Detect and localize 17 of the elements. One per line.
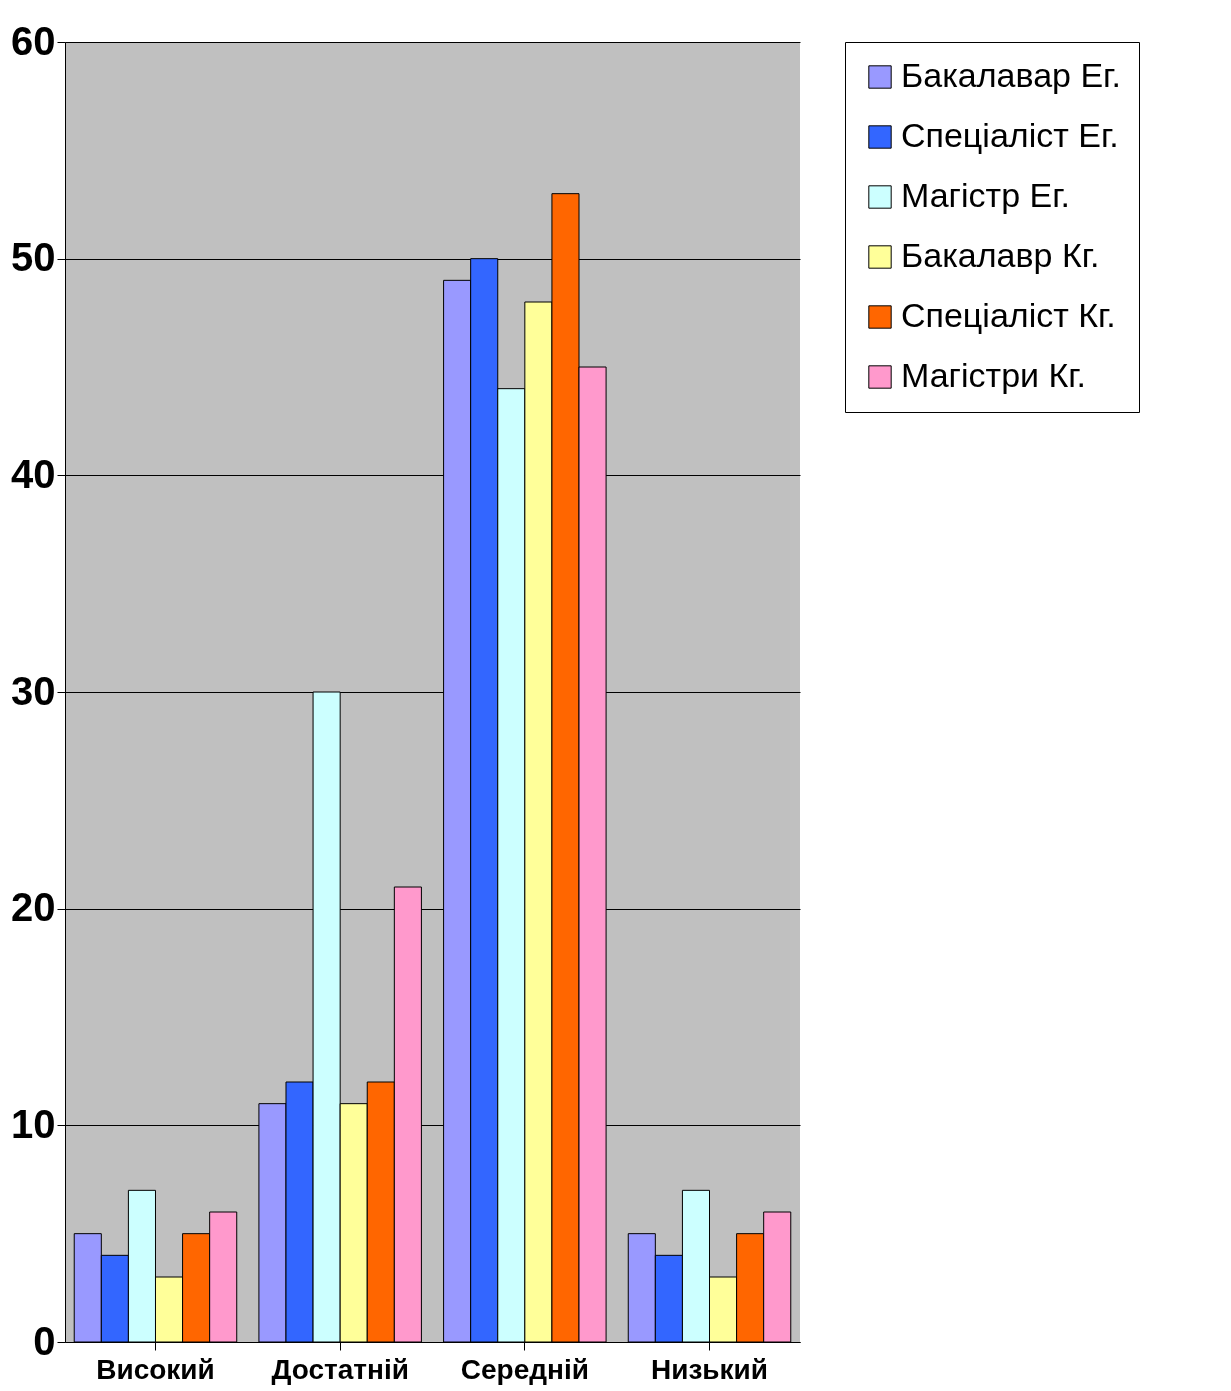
x-tick-label: Достатній — [271, 1353, 409, 1385]
x-tick-label: Середній — [460, 1353, 589, 1385]
y-tick-label: 40 — [11, 451, 56, 496]
y-tick-label: 20 — [11, 885, 56, 930]
legend-label: Бакалавар Ег. — [901, 56, 1121, 94]
x-tick-label: Високий — [96, 1353, 215, 1385]
y-tick-label: 60 — [11, 18, 56, 63]
y-tick-label: 50 — [11, 235, 56, 280]
y-tick-label: 10 — [11, 1101, 56, 1146]
legend-label: Бакалавр Кг. — [901, 236, 1100, 274]
legend-label: Магістри Кг. — [901, 356, 1086, 394]
x-tick-label: Низький — [651, 1353, 769, 1385]
legend-label: Магістр Ег. — [901, 176, 1070, 214]
legend-label: Спеціаліст Кг. — [901, 296, 1116, 334]
y-tick-label: 30 — [11, 668, 56, 713]
y-tick-label: 0 — [33, 1318, 56, 1363]
legend-label: Спеціаліст Ег. — [901, 116, 1119, 154]
